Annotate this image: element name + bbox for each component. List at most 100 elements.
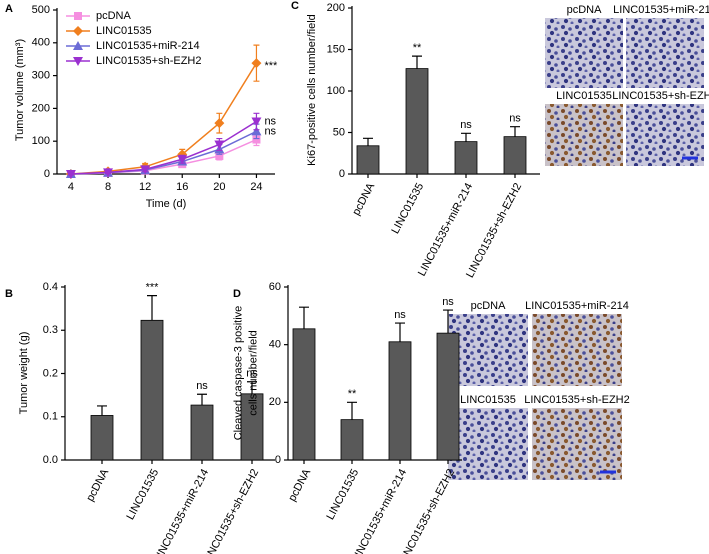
y-tick-label: 40 xyxy=(269,339,281,351)
micrograph-label: LINC01535 xyxy=(460,394,516,406)
bar xyxy=(340,419,364,461)
annotation: ** xyxy=(413,42,422,54)
x-tick-label: 8 xyxy=(105,181,111,193)
y-axis-label: Ki67-positive cells number/field xyxy=(306,14,318,166)
error-bar xyxy=(395,322,405,342)
bar xyxy=(405,68,429,175)
y-tick-label: 20 xyxy=(269,396,281,408)
x-tick-label: LINC01535+sh-EZH2 xyxy=(464,181,524,280)
micrograph-label: pcDNA xyxy=(567,4,603,16)
x-tick-label: pcDNA xyxy=(286,467,313,504)
error-bar xyxy=(443,309,453,334)
x-tick-label: LINC01535+miR-214 xyxy=(350,467,409,554)
micrograph-label: LINC01535 xyxy=(556,90,612,102)
marker xyxy=(74,12,82,20)
bar xyxy=(140,319,164,461)
micrograph-label: LINC01535+sh-EZH2 xyxy=(612,90,709,102)
y-tick-label: 60 xyxy=(269,281,281,293)
x-tick-label: LINC01535+miR-214 xyxy=(152,467,211,554)
y-tick-label: 0 xyxy=(275,454,281,466)
y-tick-label: 0 xyxy=(339,168,345,180)
y-tick-label: 0.1 xyxy=(43,411,58,423)
bar xyxy=(388,341,412,461)
y-tick-label: 300 xyxy=(32,70,50,82)
marker xyxy=(140,165,151,175)
error-bar xyxy=(299,306,309,329)
micrograph xyxy=(448,408,528,480)
marker xyxy=(73,26,83,36)
legend-label: pcDNA xyxy=(96,10,132,22)
bar xyxy=(436,332,460,461)
bar xyxy=(356,145,380,175)
series-line xyxy=(70,62,258,175)
error-bar xyxy=(197,393,207,406)
marker xyxy=(214,118,225,129)
x-tick-label: LINC01535+sh-EZH2 xyxy=(201,467,261,554)
error-bar xyxy=(347,401,357,420)
micrograph xyxy=(626,18,704,88)
y-axis-label: Tumor volume (mm³) xyxy=(14,39,26,141)
marker xyxy=(73,57,83,66)
y-axis-label: Tumor weight (g) xyxy=(18,332,30,415)
marker xyxy=(215,151,224,160)
annotation: ns xyxy=(509,113,521,125)
panel-letter: B xyxy=(5,288,13,300)
annotation: *** xyxy=(264,60,278,72)
x-tick-label: 24 xyxy=(250,181,262,193)
x-tick-label: 4 xyxy=(68,181,74,193)
y-tick-label: 200 xyxy=(327,2,345,14)
y-tick-label: 0.3 xyxy=(43,324,58,336)
micrograph xyxy=(448,314,528,386)
x-tick-label: LINC01535 xyxy=(324,467,361,522)
y-axis-label: Cleaved caspase-3 positive xyxy=(232,306,244,441)
y-tick-label: 200 xyxy=(32,102,50,114)
bar xyxy=(292,328,316,461)
x-tick-label: pcDNA xyxy=(84,467,111,504)
legend-label: LINC01535+miR-214 xyxy=(96,40,200,52)
x-tick-label: LINC01535+sh-EZH2 xyxy=(397,467,457,554)
y-tick-label: 100 xyxy=(32,135,50,147)
annotation: ns xyxy=(196,380,208,392)
micrograph xyxy=(545,104,623,166)
legend-label: LINC01535 xyxy=(96,25,152,37)
micrograph xyxy=(532,408,622,480)
marker xyxy=(251,58,262,69)
bar xyxy=(90,415,114,461)
x-tick-label: pcDNA xyxy=(350,181,377,218)
bar xyxy=(190,404,214,461)
x-tick-label: LINC01535 xyxy=(124,467,161,522)
x-tick-label: LINC01535+miR-214 xyxy=(416,181,475,278)
y-tick-label: 100 xyxy=(327,85,345,97)
y-tick-label: 0.2 xyxy=(43,367,58,379)
y-tick-label: 0 xyxy=(44,168,50,180)
marker xyxy=(103,168,114,178)
error-bar xyxy=(97,405,107,416)
x-tick-label: 16 xyxy=(176,181,188,193)
error-bar xyxy=(510,126,520,137)
error-bar xyxy=(247,381,257,394)
y-tick-label: 150 xyxy=(327,43,345,55)
x-tick-label: 20 xyxy=(213,181,225,193)
y-tick-label: 500 xyxy=(32,4,50,16)
bar xyxy=(454,141,478,175)
y-tick-label: 0.4 xyxy=(43,281,58,293)
marker xyxy=(177,155,188,165)
panel-letter: A xyxy=(5,3,13,15)
y-axis-label: cells number/field xyxy=(247,330,259,416)
x-axis-label: Time (d) xyxy=(146,198,187,210)
x-tick-label: 12 xyxy=(139,181,151,193)
annotation: *** xyxy=(146,282,160,294)
y-tick-label: 50 xyxy=(333,126,345,138)
annotation: ns xyxy=(264,125,276,137)
panel-letter: D xyxy=(233,288,241,300)
bar xyxy=(503,136,527,175)
annotation: ns xyxy=(394,309,406,321)
annotation: ns xyxy=(460,119,472,131)
micrograph xyxy=(626,104,704,166)
x-tick-label: LINC01535 xyxy=(389,181,426,236)
micrograph xyxy=(545,18,623,88)
error-bar xyxy=(412,55,422,69)
marker xyxy=(251,117,262,127)
